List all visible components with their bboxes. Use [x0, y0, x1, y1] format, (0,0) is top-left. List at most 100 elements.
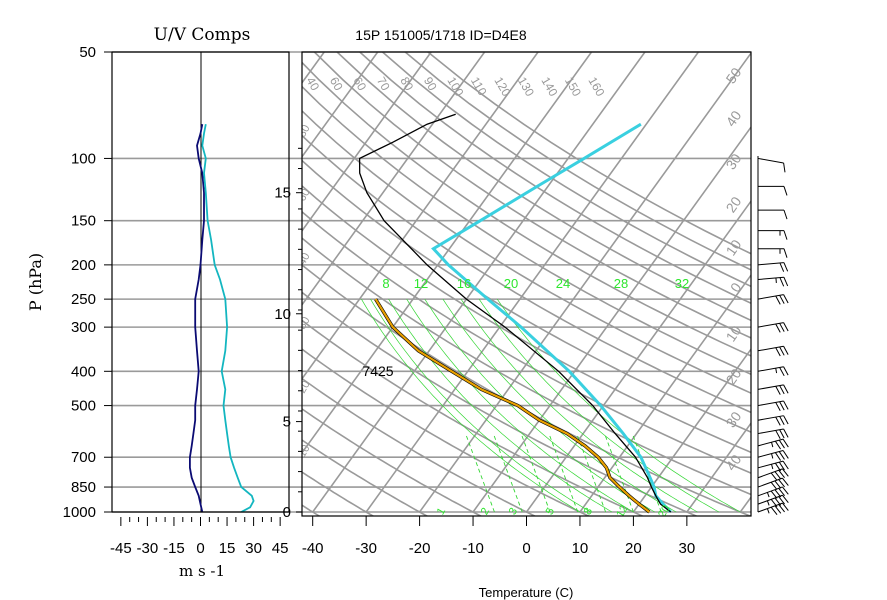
uv-x-tick-label: -45 — [110, 540, 132, 557]
wind-barb — [757, 477, 789, 490]
wind-barb — [757, 468, 789, 481]
moist-adiabat-label: 8 — [382, 276, 389, 291]
isotherm-line — [0, 52, 164, 512]
height-tick-label: 10 — [274, 306, 291, 323]
isotherm-lines — [0, 52, 887, 513]
isotherm-line — [302, 52, 593, 455]
uv-x-axis: -45 -30 -15 0 15 30 45 — [110, 517, 288, 557]
uv-panel-title: U/V Comps — [154, 25, 251, 45]
mixing-ratio-line — [492, 433, 523, 513]
moist-adiabat-line — [361, 298, 581, 513]
pressure-tick-label: 400 — [71, 363, 96, 380]
isotherm-line — [302, 52, 486, 307]
uv-series-line — [201, 124, 255, 512]
skewt-series-group — [358, 113, 672, 514]
pressure-tick-label: 250 — [71, 291, 96, 308]
wind-barb — [757, 345, 789, 357]
isotherm-label: 140 — [538, 75, 560, 100]
isotherm-line — [302, 52, 325, 85]
height-axis-labels: 0 5 10 15 — [274, 147, 302, 521]
temperature-line — [358, 113, 672, 513]
pressure-tick-label: 700 — [71, 449, 96, 466]
wind-barb — [758, 185, 788, 196]
dry-adiabat-line — [427, 52, 751, 255]
pressure-tick-label: 1000 — [63, 504, 96, 521]
wind-barb — [757, 322, 789, 333]
wind-barb — [757, 502, 789, 515]
isotherm-line — [302, 52, 539, 381]
adiabat-label-left: 80 — [296, 123, 313, 140]
wind-barb — [757, 276, 789, 287]
adiabat-label-right: 20 — [722, 193, 744, 215]
adiabat-label-right: 30 — [722, 150, 744, 172]
dry-adiabat-line — [302, 85, 751, 376]
temperature-axis: -40 -30 -20 -10 0 10 20 30 — [302, 516, 695, 557]
adiabat-label-right: 40 — [722, 107, 744, 129]
mixing-ratio-lines — [361, 298, 741, 513]
wind-barb — [757, 438, 789, 450]
adiabat-label-left: 10 — [296, 443, 313, 460]
isotherm-line — [302, 52, 379, 159]
wind-barb — [757, 294, 789, 305]
temperature-tick-label: 0 — [522, 540, 530, 557]
isotherm-label: 150 — [562, 75, 584, 100]
dry-adiabat-line — [302, 264, 751, 516]
isotherm-line — [579, 273, 751, 513]
adiabat-label-left: 60 — [296, 187, 313, 204]
wind-barb — [757, 415, 789, 426]
isotherm-line — [418, 52, 751, 513]
mixing-ratio-label: 20 — [656, 503, 673, 520]
dry-adiabat-line — [302, 134, 751, 414]
uv-x-tick-label: -30 — [137, 540, 159, 557]
pressure-tick-label: 300 — [71, 319, 96, 336]
isotherm-line — [525, 199, 751, 513]
dry-adiabat-line — [302, 291, 699, 516]
isotherm-label: 90 — [421, 75, 440, 94]
temperature-tick-label: 30 — [679, 540, 696, 557]
wind-barb — [758, 248, 788, 258]
isotherm-label: 110 — [468, 75, 490, 99]
dry-adiabat-line — [302, 377, 537, 516]
wind-barb — [757, 262, 789, 272]
isotherm-label: 160 — [585, 75, 607, 100]
pressure-axis-labels: 50 100 150 200 250 300 400 500 700 850 1000 — [63, 44, 112, 521]
moist-adiabat-line — [478, 298, 720, 513]
adiabat-label-left: 20 — [296, 379, 313, 396]
isotherm-line — [472, 125, 751, 513]
isotherm-line — [794, 52, 887, 512]
height-tick-label: 5 — [283, 414, 291, 431]
wind-barb — [757, 366, 789, 377]
isotherm-line — [312, 52, 646, 513]
isotherm-line — [739, 495, 751, 513]
dry-adiabat-line — [313, 52, 751, 339]
moist-adiabat-label: 32 — [675, 276, 689, 291]
isotherm-line — [302, 52, 432, 233]
moist-adiabat-line — [388, 298, 613, 513]
isotherm-line — [686, 421, 751, 513]
isotherm-line — [632, 347, 751, 513]
isotherm-label: 80 — [397, 75, 416, 94]
dry-adiabat-line — [302, 184, 751, 454]
mixing-ratio-label: 12 — [614, 503, 631, 520]
wind-barb — [757, 460, 789, 472]
dry-adiabat-line — [302, 439, 429, 516]
dry-adiabat-lines — [302, 52, 751, 516]
uv-series-line — [188, 124, 205, 512]
dry-adiabat-line — [302, 237, 751, 496]
pressure-tick-label: 150 — [71, 213, 96, 230]
dewpoint-line — [374, 298, 651, 513]
dry-adiabat-line — [381, 52, 751, 288]
temperature-tick-label: 10 — [572, 540, 589, 557]
uv-x-tick-label: 0 — [196, 540, 204, 557]
mixing-ratio-label: 1 — [435, 506, 448, 517]
pressure-tick-label: 500 — [71, 398, 96, 415]
uv-series-group — [188, 124, 255, 512]
figure-title: 15P 151005/1718 ID=D4E8 — [355, 27, 527, 43]
wind-barb — [758, 230, 788, 240]
wind-barb — [757, 428, 789, 440]
moist-adiabat-label: 12 — [414, 276, 428, 291]
mixing-ratio-label: 3 — [507, 506, 520, 517]
wind-barb — [758, 209, 788, 220]
